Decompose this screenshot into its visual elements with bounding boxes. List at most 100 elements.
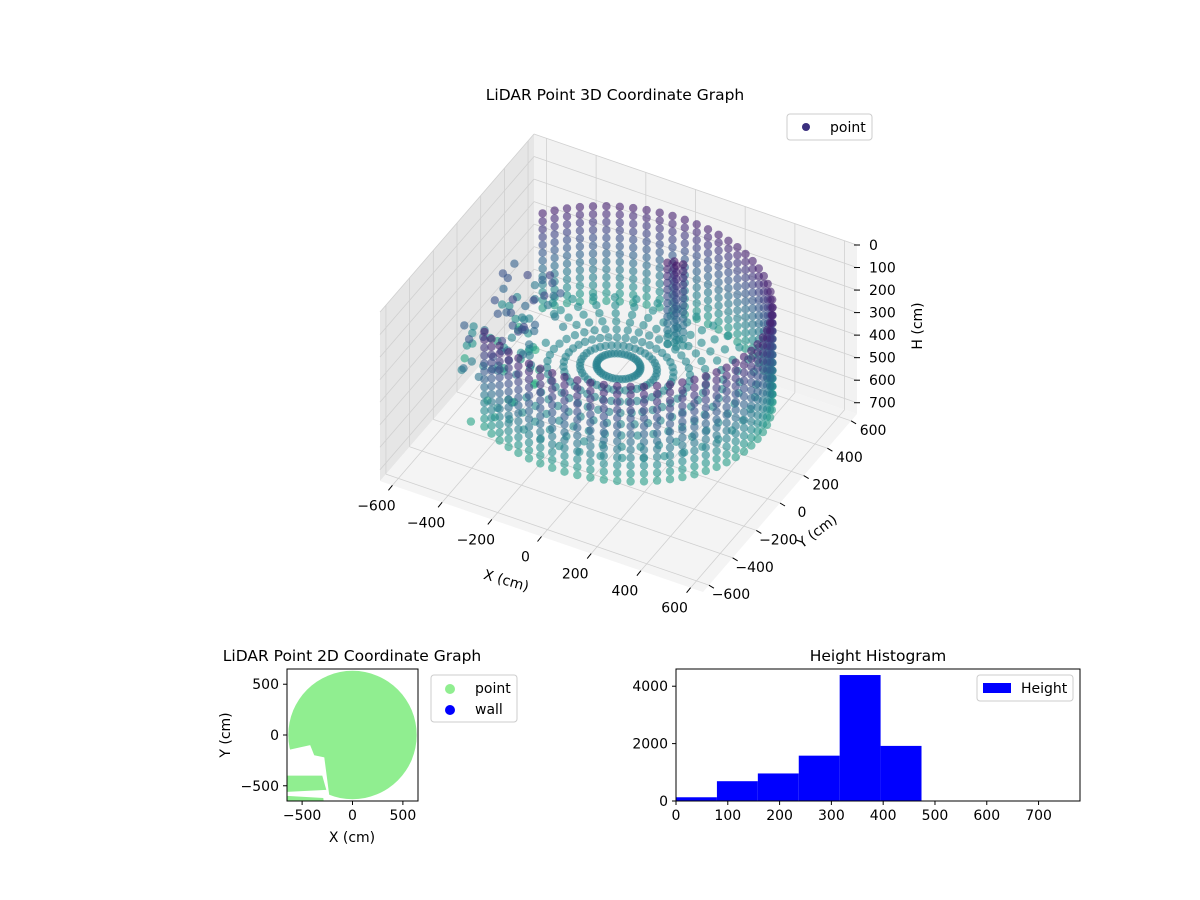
point-marker xyxy=(623,326,632,335)
point-marker xyxy=(562,243,572,253)
point-marker xyxy=(599,404,608,413)
point-marker xyxy=(543,356,552,366)
y-tick-mark xyxy=(708,584,715,589)
point-marker xyxy=(723,331,732,341)
x-tick-label: 700 xyxy=(1025,808,1052,824)
point-marker xyxy=(495,381,504,390)
point-marker xyxy=(487,350,496,359)
point-marker xyxy=(602,265,611,274)
point-marker xyxy=(679,341,688,350)
point-marker xyxy=(588,202,598,211)
point-marker xyxy=(739,439,749,448)
point-marker xyxy=(514,393,523,402)
point-marker xyxy=(747,425,756,434)
point-marker xyxy=(556,306,565,315)
point-marker xyxy=(739,423,749,433)
x-tick-label: 400 xyxy=(870,808,897,824)
point-marker xyxy=(504,371,513,381)
point-marker xyxy=(629,219,638,229)
point-marker xyxy=(733,243,742,252)
point-marker xyxy=(490,296,499,305)
point-marker xyxy=(703,233,713,242)
point-marker xyxy=(703,280,713,289)
point-marker xyxy=(536,396,545,405)
point-marker xyxy=(652,413,662,422)
point-marker xyxy=(536,372,545,381)
point-marker xyxy=(487,429,496,438)
point-marker xyxy=(639,321,648,330)
y-tick-label: 600 xyxy=(860,423,887,439)
point-marker xyxy=(748,327,757,337)
z-tick-label: 100 xyxy=(869,261,896,277)
point-marker xyxy=(613,437,622,446)
point-marker xyxy=(722,442,731,451)
point-marker xyxy=(507,333,517,342)
point-marker xyxy=(584,318,594,327)
point-marker xyxy=(588,233,598,242)
y-tick-label: 0 xyxy=(659,794,668,810)
z-tick-label: 300 xyxy=(869,306,896,322)
point-marker xyxy=(514,432,523,442)
point-marker xyxy=(655,232,664,241)
point-marker xyxy=(741,257,750,267)
scatter-2d-ticks: −500 0 500 −500 0 500 xyxy=(241,677,417,824)
plot2d-legend-marker-point xyxy=(445,684,455,694)
point-marker xyxy=(613,468,622,478)
point-marker xyxy=(560,388,569,398)
point-marker xyxy=(599,435,608,445)
point-marker xyxy=(731,405,740,415)
point-marker xyxy=(611,301,620,310)
grid-floor-y xyxy=(433,419,757,531)
histogram-title: Height Histogram xyxy=(810,647,947,665)
point-marker xyxy=(753,379,762,388)
point-marker xyxy=(495,365,504,374)
point-marker xyxy=(652,468,662,477)
point-marker xyxy=(639,382,649,391)
point-marker xyxy=(663,326,672,335)
point-marker xyxy=(575,258,585,267)
point-marker xyxy=(703,272,713,281)
point-marker xyxy=(639,437,649,447)
point-marker xyxy=(629,203,638,213)
point-marker xyxy=(626,406,635,415)
point-marker xyxy=(714,246,723,255)
point-marker xyxy=(504,442,513,452)
point-marker xyxy=(679,267,688,276)
point-marker xyxy=(703,264,713,273)
point-marker xyxy=(671,345,680,354)
point-marker xyxy=(692,228,701,237)
point-marker xyxy=(768,303,777,312)
x-tick-label: 200 xyxy=(766,808,793,824)
point-marker xyxy=(722,410,731,420)
point-marker xyxy=(480,382,489,392)
point-marker xyxy=(524,446,534,455)
point-marker xyxy=(739,415,749,425)
point-marker xyxy=(663,299,672,308)
grid-left-z xyxy=(379,291,535,470)
y-tick-mark xyxy=(756,529,762,534)
point-marker xyxy=(665,404,675,413)
point-marker xyxy=(504,379,513,388)
point-marker xyxy=(514,354,523,363)
point-marker xyxy=(747,409,756,419)
point-marker xyxy=(504,355,513,365)
point-marker xyxy=(714,285,723,295)
point-marker xyxy=(691,349,701,358)
x-tick-mark xyxy=(388,484,393,491)
point-marker xyxy=(733,290,742,299)
point-marker xyxy=(663,285,672,294)
point-marker xyxy=(525,351,534,360)
point-marker xyxy=(560,436,569,445)
point-marker xyxy=(731,389,740,399)
point-marker xyxy=(524,359,534,368)
point-marker xyxy=(588,335,597,344)
point-marker xyxy=(519,322,528,332)
point-marker xyxy=(459,364,468,373)
point-marker xyxy=(469,322,478,331)
point-marker xyxy=(665,435,675,444)
y-tick-label: 400 xyxy=(836,450,863,466)
point-marker xyxy=(642,237,651,246)
point-marker xyxy=(739,360,749,369)
point-marker xyxy=(638,338,647,347)
point-marker xyxy=(731,397,740,407)
